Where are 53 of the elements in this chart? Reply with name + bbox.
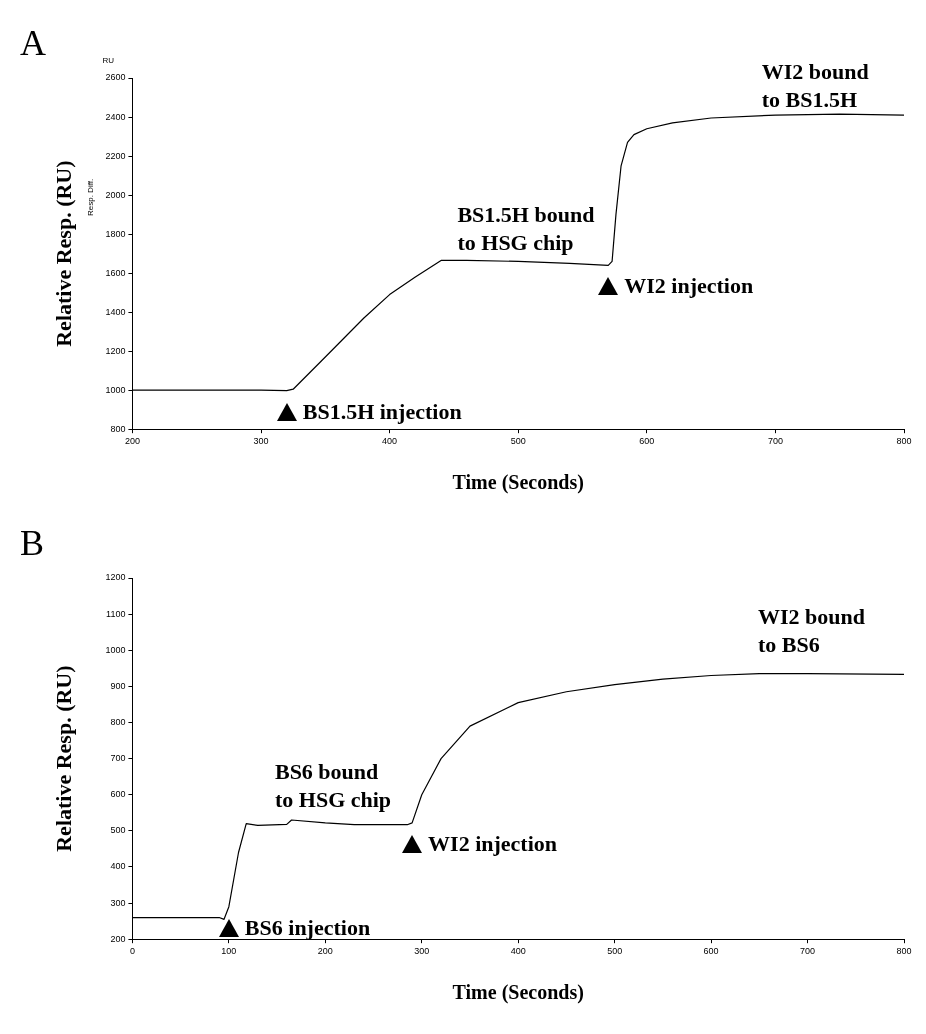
y-tick-label: 1000	[105, 644, 126, 655]
x-tick-label: 300	[414, 946, 430, 957]
y-tick-label: 1600	[105, 267, 126, 278]
chart-title: A	[20, 22, 46, 64]
y-axis-title: Relative Resp. (RU)	[50, 160, 76, 347]
x-tick-label: 700	[767, 436, 783, 447]
y-tick-label: 1000	[105, 384, 126, 395]
y-tick-label: 2000	[105, 189, 126, 200]
text: RU	[102, 56, 114, 65]
y-tick-label: 700	[110, 753, 126, 764]
y-axis-title: Relative Resp. (RU)	[50, 665, 76, 852]
chart-title: B	[20, 522, 45, 564]
y-tick-label: 900	[110, 680, 126, 691]
y-tick-label: 2200	[105, 150, 126, 161]
x-tick-label: 200	[317, 946, 333, 957]
x-tick-label: 700	[800, 946, 816, 957]
y-tick-label: 500	[110, 825, 126, 836]
y-tick-label: 1800	[105, 228, 126, 239]
y-tick-label: 600	[110, 789, 126, 800]
x-tick-label: 600	[703, 946, 719, 957]
annotation: WI2 injection	[624, 273, 754, 300]
annotation: BS6 bound to HSG chip	[274, 758, 392, 815]
x-tick-label: 500	[607, 946, 623, 957]
x-tick-label: 800	[896, 436, 912, 447]
x-tick-label: 200	[124, 436, 140, 447]
x-tick-label: 800	[896, 946, 912, 957]
x-axis-title: Time (Seconds)	[452, 981, 584, 1005]
y-tick-label: 800	[110, 716, 126, 727]
x-tick-label: 600	[639, 436, 655, 447]
annotation: BS1.5H injection	[302, 398, 462, 425]
y-tick-label: 2600	[105, 72, 126, 83]
x-tick-label: 400	[382, 436, 398, 447]
y-tick-label: 1400	[105, 306, 126, 317]
x-tick-label: 300	[253, 436, 269, 447]
y-tick-label: 400	[110, 861, 126, 872]
annotation: WI2 bound to BS6	[757, 603, 865, 660]
y-tick-label: 2400	[105, 111, 126, 122]
y-tick-label: 200	[110, 933, 126, 944]
annotation: BS1.5H bound to HSG chip	[457, 201, 595, 257]
x-tick-label: 400	[510, 946, 526, 957]
x-tick-label: 500	[510, 436, 526, 447]
y-tick-label: 1200	[105, 345, 126, 356]
text: Resp. Diff.	[86, 178, 96, 216]
x-axis-title: Time (Seconds)	[452, 471, 584, 495]
annotation: BS6 injection	[244, 914, 371, 941]
x-tick-label: 0	[129, 946, 135, 957]
annotation: WI2 injection	[428, 830, 558, 857]
annotation: WI2 bound to BS1.5H	[761, 57, 869, 114]
y-tick-label: 300	[110, 897, 126, 908]
y-tick-label: 1100	[106, 608, 126, 619]
x-tick-label: 100	[221, 946, 237, 957]
y-tick-label: 1200	[105, 572, 126, 583]
y-tick-label: 800	[110, 423, 126, 434]
